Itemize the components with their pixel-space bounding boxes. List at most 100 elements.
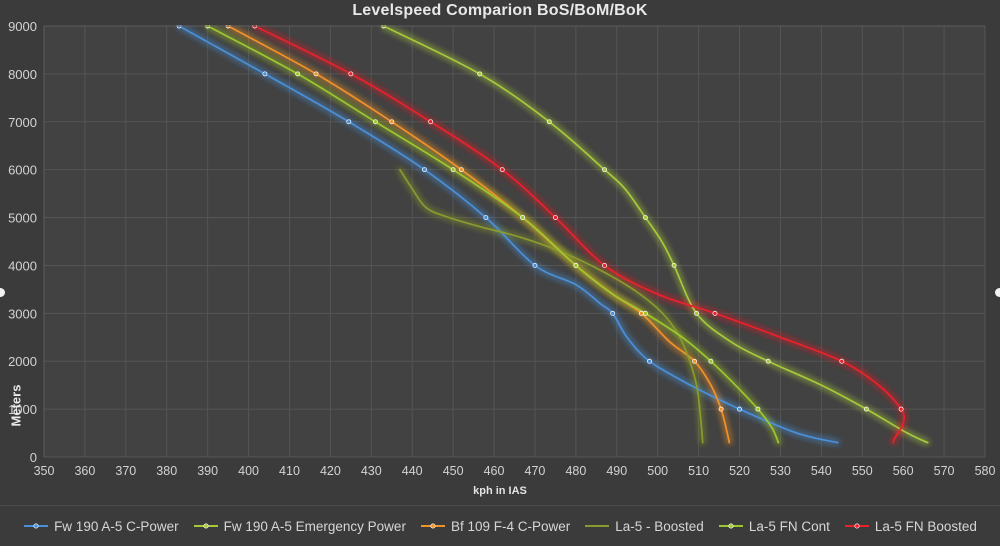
legend-item-4[interactable]: La-5 FN Cont (718, 519, 830, 534)
legend-swatch-icon (420, 523, 445, 529)
x-tick-label: 390 (197, 464, 218, 478)
left-edge-handle[interactable] (0, 288, 5, 297)
x-tick-label: 350 (34, 464, 55, 478)
series-line-3 (399, 168, 704, 444)
x-tick-label: 480 (565, 464, 586, 478)
levelspeed-line-chart: 350 360 370 380 390 400 410 420 430 440 450 460 470 4… (8, 19, 995, 478)
gridlines: 350 360 370 380 390 400 410 420 430 440 450 460 470 4… (8, 19, 995, 478)
data-point-marker (573, 262, 579, 268)
x-tick-label: 490 (606, 464, 627, 478)
legend-item-2[interactable]: Bf 109 F-4 C-Power (420, 519, 570, 534)
x-tick-label: 420 (320, 464, 341, 478)
data-point-marker (428, 119, 434, 125)
data-point-marker (610, 310, 616, 316)
data-point-marker (477, 71, 483, 77)
data-point-marker (546, 119, 552, 125)
legend-item-3[interactable]: La-5 - Boosted (584, 519, 704, 534)
y-tick-label: 6000 (8, 163, 37, 178)
chart-legend: Fw 190 A-5 C-Power Fw 190 A-5 Emergency P… (0, 505, 1000, 546)
data-point-marker (638, 310, 644, 316)
y-tick-label: 1000 (8, 402, 37, 417)
y-tick-label: 3000 (8, 306, 37, 321)
legend-swatch-icon (844, 523, 869, 529)
x-tick-label: 550 (852, 464, 873, 478)
data-point-marker (765, 358, 771, 364)
data-point-marker (647, 358, 652, 364)
x-tick-label: 400 (238, 464, 259, 478)
y-tick-label: 9000 (8, 19, 37, 34)
data-point-marker (692, 358, 697, 364)
right-edge-handle[interactable] (995, 288, 1000, 297)
y-tick-label: 8000 (8, 67, 37, 82)
data-point-marker (602, 262, 607, 268)
data-point-marker (520, 215, 526, 221)
data-point-marker (708, 358, 714, 364)
data-point-marker (694, 310, 700, 316)
data-point-marker (671, 262, 677, 268)
data-point-marker (295, 71, 301, 77)
data-point-marker (602, 167, 607, 173)
data-point-marker (450, 167, 456, 173)
legend-label: La-5 FN Cont (748, 518, 830, 534)
legend-swatch-icon (718, 523, 743, 529)
series-line-4 (206, 25, 780, 444)
data-point-marker (718, 406, 724, 412)
data-point-marker (422, 167, 427, 173)
x-tick-label: 410 (279, 464, 300, 478)
plot-background (44, 26, 985, 457)
x-tick-label: 560 (893, 464, 914, 478)
legend-swatch-icon (585, 525, 610, 527)
legend-swatch-icon (24, 523, 49, 529)
data-point-marker (552, 215, 558, 221)
data-point-marker (642, 310, 648, 316)
x-tick-label: 500 (647, 464, 668, 478)
y-tick-label: 7000 (8, 115, 37, 130)
x-tick-label: 430 (361, 464, 382, 478)
plot-area: 350 360 370 380 390 400 410 420 430 440 450 460 470 4… (8, 19, 995, 497)
x-tick-label: 470 (525, 464, 546, 478)
x-tick-label: 570 (934, 464, 955, 478)
x-tick-label: 370 (115, 464, 136, 478)
legend-label: Fw 190 A-5 C-Power (54, 518, 179, 534)
data-point-marker (346, 119, 352, 125)
x-tick-label: 380 (156, 464, 177, 478)
data-point-marker (313, 71, 319, 77)
legend-swatch-icon (193, 523, 218, 529)
y-axis-label: Meters (8, 384, 24, 427)
data-point-marker (755, 406, 761, 412)
data-point-marker (262, 71, 268, 77)
data-point-marker (348, 71, 354, 77)
data-point-marker (737, 406, 742, 412)
data-point-marker (532, 262, 538, 268)
data-point-marker (499, 167, 505, 173)
legend-label: La-5 - Boosted (615, 518, 704, 534)
data-point-marker (389, 119, 395, 125)
legend-item-5[interactable]: La-5 FN Boosted (844, 519, 977, 534)
y-tick-label: 4000 (8, 258, 37, 273)
legend-label: Fw 190 A-5 Emergency Power (223, 518, 406, 534)
y-tick-label: 0 (30, 450, 37, 465)
y-tick-label: 2000 (8, 354, 37, 369)
legend-item-1[interactable]: Fw 190 A-5 Emergency Power (193, 519, 406, 534)
x-tick-label: 440 (402, 464, 423, 478)
y-tick-label: 5000 (8, 211, 37, 226)
data-point-marker (458, 167, 464, 173)
x-axis-label: kph in IAS (473, 485, 527, 497)
data-point-marker (372, 119, 378, 125)
x-tick-label: 460 (484, 464, 505, 478)
legend-item-0[interactable]: Fw 190 A-5 C-Power (23, 519, 179, 534)
x-tick-label: 510 (688, 464, 709, 478)
data-point-marker (712, 310, 718, 316)
x-tick-label: 450 (443, 464, 464, 478)
x-tick-label: 580 (975, 464, 996, 478)
data-point-marker (863, 406, 869, 412)
data-point-marker (483, 215, 489, 221)
series-group (176, 25, 930, 445)
data-point-marker (898, 406, 904, 412)
data-point-marker (642, 215, 648, 221)
data-point-marker (839, 358, 845, 364)
x-tick-label: 360 (74, 464, 95, 478)
x-tick-label: 540 (811, 464, 832, 478)
legend-label: Bf 109 F-4 C-Power (450, 518, 571, 534)
